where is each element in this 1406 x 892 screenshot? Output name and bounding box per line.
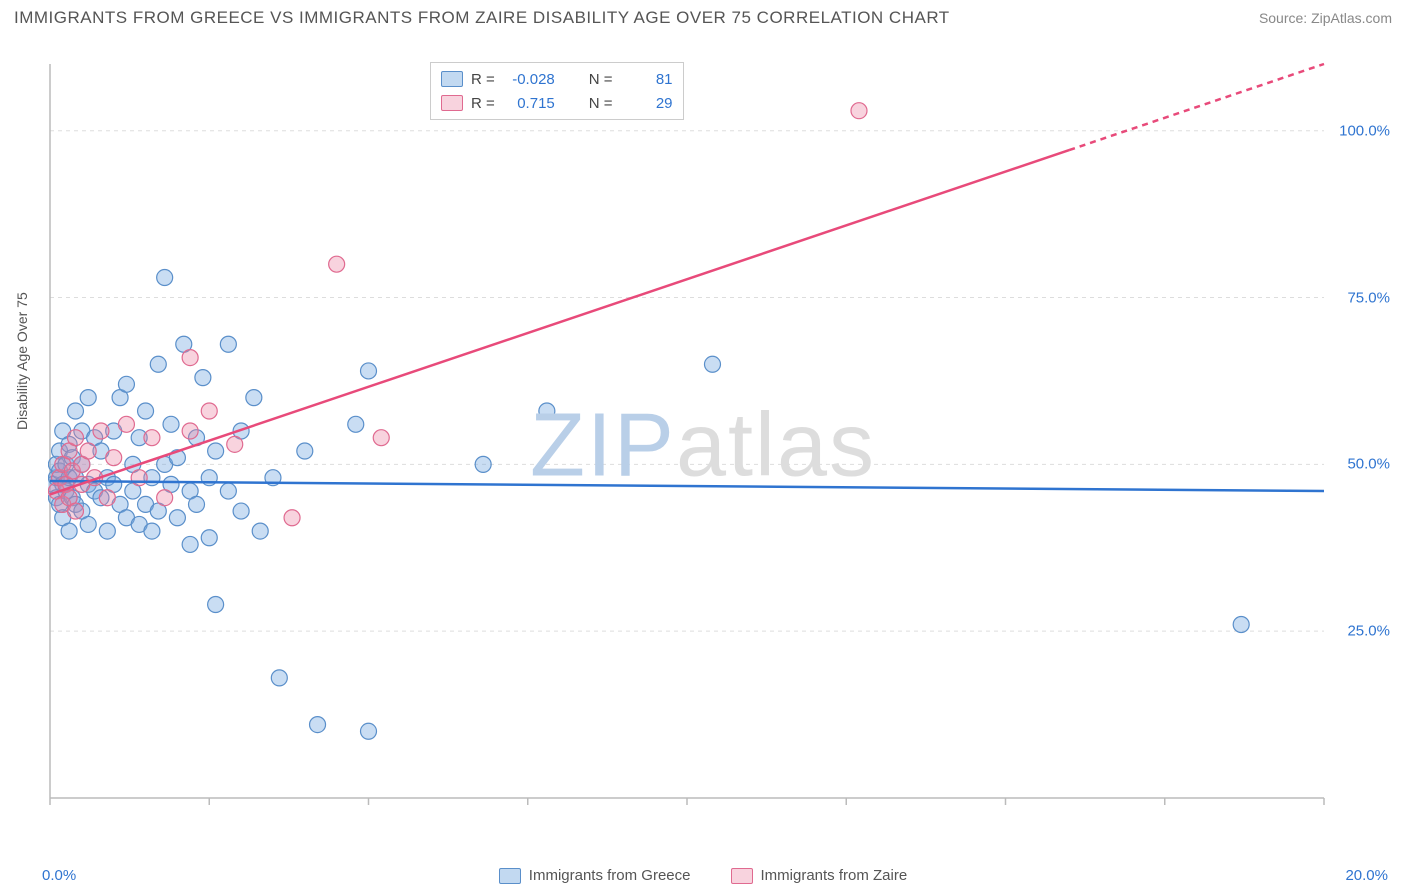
- r-label: R =: [471, 95, 495, 112]
- legend-label: Immigrants from Greece: [529, 867, 691, 884]
- r-value: 0.715: [503, 95, 555, 112]
- scatter-chart: [48, 60, 1384, 828]
- y-tick-label: 75.0%: [1347, 289, 1390, 306]
- n-value: 29: [621, 95, 673, 112]
- n-value: 81: [621, 71, 673, 88]
- header: IMMIGRANTS FROM GREECE VS IMMIGRANTS FRO…: [0, 0, 1406, 32]
- correlation-legend: R = -0.028 N = 81 R = 0.715 N = 29: [430, 62, 684, 120]
- legend-item-greece: Immigrants from Greece: [499, 867, 691, 884]
- series-legend: Immigrants from Greece Immigrants from Z…: [0, 867, 1406, 884]
- y-tick-label: 100.0%: [1339, 122, 1390, 139]
- legend-item-zaire: Immigrants from Zaire: [731, 867, 908, 884]
- r-label: R =: [471, 71, 495, 88]
- n-label: N =: [589, 95, 613, 112]
- y-axis-label: Disability Age Over 75: [14, 292, 30, 430]
- swatch-pink-icon: [731, 868, 753, 884]
- swatch-blue-icon: [499, 868, 521, 884]
- legend-row-zaire: R = 0.715 N = 29: [441, 91, 673, 115]
- r-value: -0.028: [503, 71, 555, 88]
- y-tick-label: 50.0%: [1347, 456, 1390, 473]
- chart-area: [48, 60, 1384, 828]
- source-label: Source: ZipAtlas.com: [1259, 10, 1392, 26]
- n-label: N =: [589, 71, 613, 88]
- chart-title: IMMIGRANTS FROM GREECE VS IMMIGRANTS FRO…: [14, 8, 950, 28]
- legend-row-greece: R = -0.028 N = 81: [441, 67, 673, 91]
- y-tick-label: 25.0%: [1347, 623, 1390, 640]
- swatch-blue-icon: [441, 71, 463, 87]
- swatch-pink-icon: [441, 95, 463, 111]
- legend-label: Immigrants from Zaire: [761, 867, 908, 884]
